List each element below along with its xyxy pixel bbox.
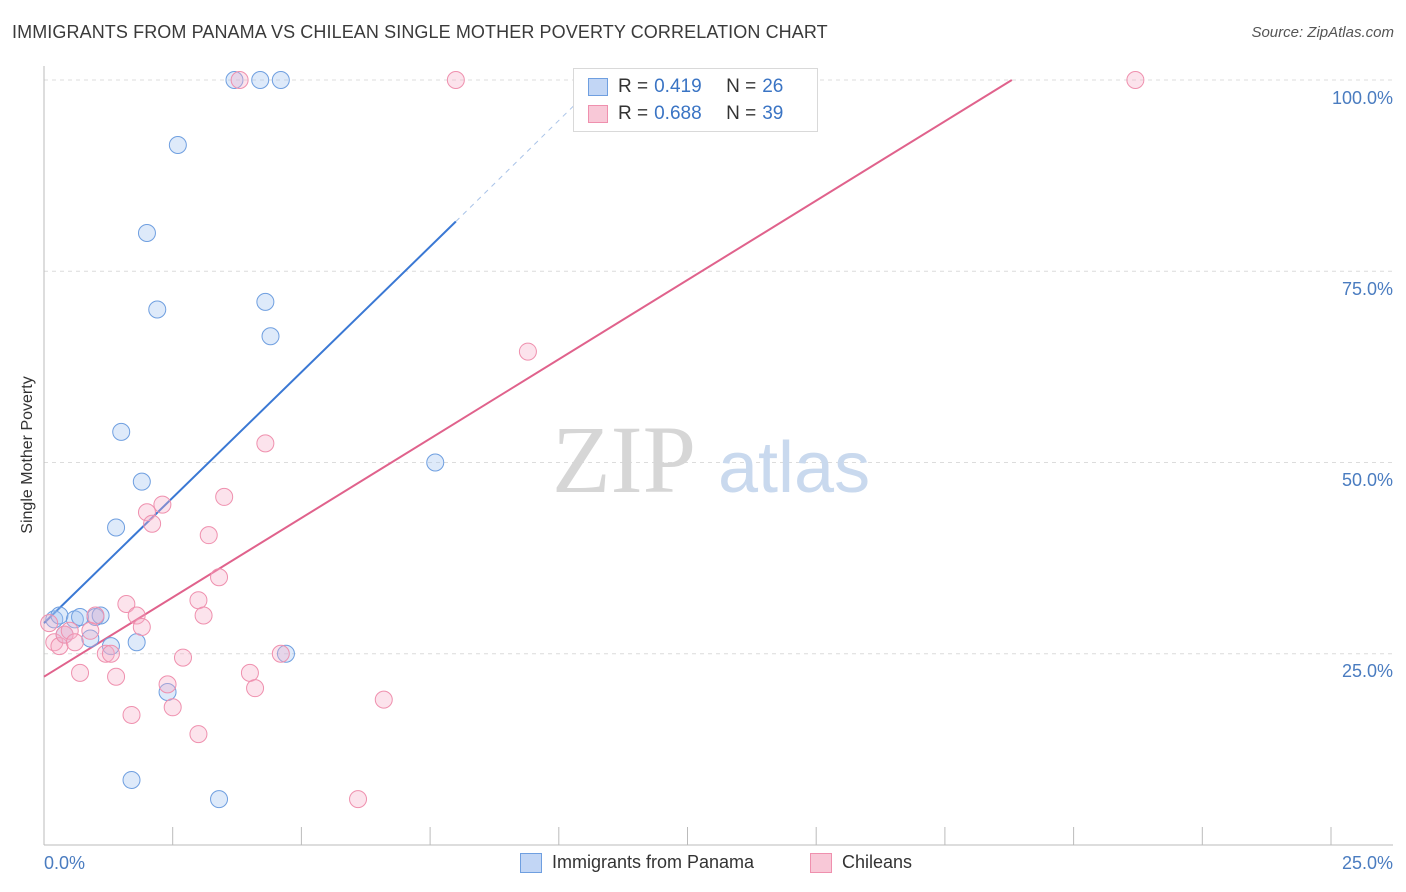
chart-title: IMMIGRANTS FROM PANAMA VS CHILEAN SINGLE… (12, 22, 828, 42)
r-value: 0.419 (654, 76, 702, 97)
point-chileans (71, 663, 90, 682)
point-panama (225, 71, 244, 89)
axes (43, 66, 1393, 846)
trend-line-pink (43, 79, 1013, 678)
point-panama (276, 644, 295, 663)
point-chileans (137, 503, 156, 522)
point-chileans (40, 614, 59, 633)
point-chileans (132, 617, 151, 636)
point-panama (81, 629, 100, 648)
r-label: R = (618, 76, 649, 97)
legend-swatch-pink (588, 105, 608, 123)
trend-line-dashed-blue (455, 79, 601, 222)
point-panama (426, 453, 445, 472)
point-chileans (86, 606, 105, 625)
point-chileans (246, 679, 265, 698)
point-chileans (153, 495, 172, 514)
point-chileans (173, 648, 192, 667)
point-panama (210, 790, 229, 809)
point-panama (132, 472, 151, 491)
point-chileans (446, 71, 465, 89)
x-tick-25: 25.0% (1342, 853, 1393, 873)
point-chileans (96, 644, 115, 663)
n-label: N = (726, 103, 757, 124)
data-points (40, 71, 1145, 809)
point-chileans (349, 790, 368, 809)
watermark-zip: ZIP (552, 406, 696, 513)
point-panama (271, 71, 290, 89)
n-value: 39 (762, 103, 784, 124)
bottom-legend-chileans: Chileans (810, 852, 912, 873)
point-chileans (189, 725, 208, 744)
correlation-legend: R = 0.419 N = 26 R = 0.688 N = 39 (573, 68, 818, 132)
point-panama (127, 633, 146, 652)
point-chileans (158, 675, 177, 694)
r-label: R = (618, 103, 649, 124)
y-tick-100: 100.0% (1332, 88, 1393, 108)
bottom-swatch-blue (520, 852, 542, 873)
point-chileans (65, 633, 84, 652)
point-panama (112, 422, 131, 441)
point-chileans (1126, 71, 1145, 89)
point-chileans (240, 663, 259, 682)
point-chileans (199, 526, 218, 545)
trend-line-blue (43, 220, 457, 624)
point-chileans (518, 342, 537, 361)
r-value: 0.688 (654, 103, 702, 124)
bottom-legend-panama: Immigrants from Panama (520, 852, 754, 873)
y-tick-25: 25.0% (1342, 661, 1393, 681)
point-chileans (256, 434, 275, 453)
bottom-legend-label: Chileans (842, 852, 913, 872)
point-panama (251, 71, 270, 89)
y-tick-50: 50.0% (1342, 470, 1393, 490)
bottom-swatch-pink (810, 852, 832, 873)
point-chileans (101, 644, 120, 663)
bottom-legend-label: Immigrants from Panama (552, 852, 755, 872)
n-label: N = (726, 76, 757, 97)
point-chileans (143, 514, 162, 533)
point-chileans (163, 698, 182, 717)
point-panama (71, 608, 90, 627)
point-chileans (215, 487, 234, 506)
point-panama (168, 136, 187, 155)
point-panama (107, 518, 126, 537)
legend-row-chileans: R = 0.688 N = 39 (588, 102, 783, 126)
point-panama (137, 224, 156, 242)
point-chileans (210, 568, 229, 587)
point-panama (148, 300, 167, 319)
point-chileans (374, 690, 393, 709)
gridlines (44, 79, 1393, 655)
point-chileans (122, 705, 141, 724)
point-chileans (194, 606, 213, 625)
point-chileans (81, 621, 100, 640)
point-chileans (60, 621, 79, 640)
point-panama (91, 606, 110, 625)
point-chileans (271, 644, 290, 663)
x-tick-0: 0.0% (44, 853, 85, 873)
point-panama (256, 292, 275, 311)
y-tick-75: 75.0% (1342, 279, 1393, 299)
legend-swatch-blue (588, 78, 608, 96)
point-chileans (189, 591, 208, 610)
point-chileans (107, 667, 126, 686)
legend-row-panama: R = 0.419 N = 26 (588, 75, 783, 99)
point-chileans (127, 606, 146, 625)
point-chileans (230, 71, 249, 89)
tick-labels: 100.0% 75.0% 50.0% 25.0% 0.0% 25.0% (44, 88, 1393, 873)
point-panama (50, 606, 69, 625)
n-value: 26 (762, 76, 784, 97)
trend-lines (43, 79, 1013, 678)
point-panama (261, 327, 280, 346)
point-chileans (50, 637, 69, 656)
watermark-atlas: atlas (718, 428, 870, 508)
source-credit: Source: ZipAtlas.com (1251, 24, 1394, 41)
point-panama (122, 770, 141, 789)
point-chileans (117, 595, 136, 614)
